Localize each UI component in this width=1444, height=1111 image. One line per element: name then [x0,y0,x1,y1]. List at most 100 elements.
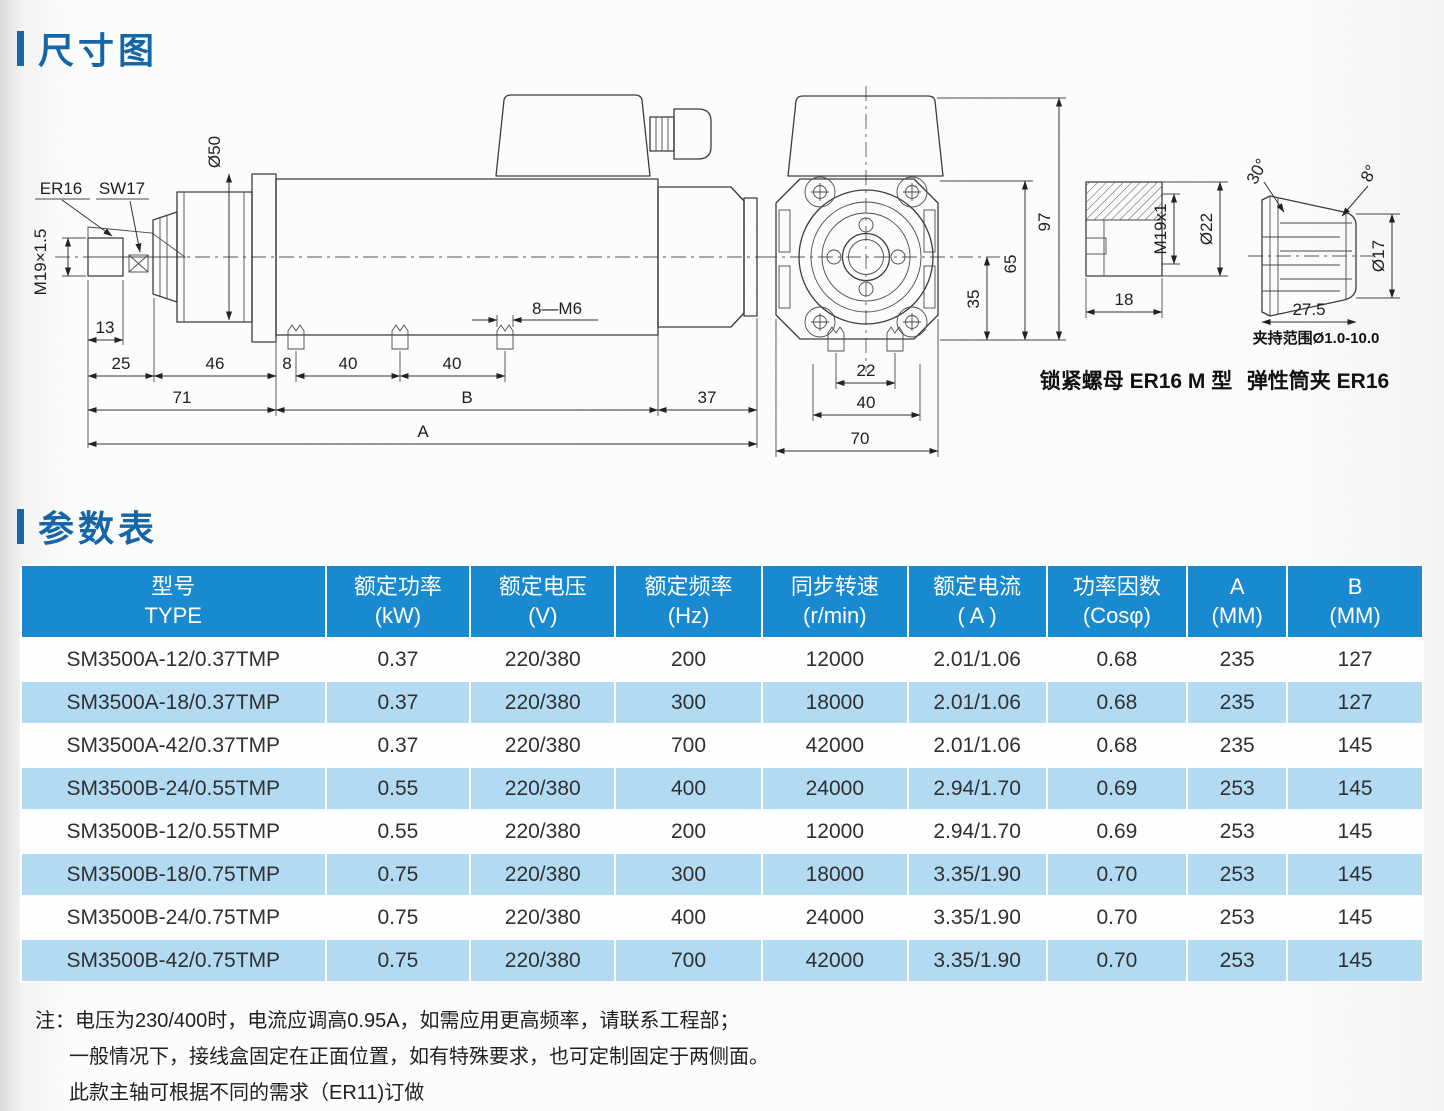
dim-8: 8 [282,354,291,373]
table-cell: 235 [1186,723,1289,769]
table-cell: 200 [614,637,763,683]
dim-22: 22 [857,361,876,380]
param-table-head-row: 型号 TYPE 额定功率 (kW) 额定电压 (V) 额定频率 (Hz) 同步转速 (r/min)… [20,563,1424,640]
table-cell: 0.75 [324,938,472,984]
section-title-dimension: 尺寸图 [0,0,1444,74]
table-cell: SM3500B-18/0.75TMP [20,852,327,898]
table-cell: 145 [1286,809,1424,855]
dim-angle-8: 8° [1357,162,1381,185]
column-header-2: 额定电压 (V) [469,563,617,640]
table-cell: 42000 [760,938,909,984]
table-cell: SM3500A-18/0.37TMP [20,680,327,726]
table-cell: 253 [1186,809,1289,855]
table-cell: 2.01/1.06 [906,680,1048,726]
table-cell: 0.55 [324,809,472,855]
table-cell: SM3500B-24/0.75TMP [20,895,327,941]
dim-35: 35 [964,290,983,309]
table-cell: 400 [614,766,763,812]
nut-drawing: M19x1 Ø22 18 锁紧螺母 ER16 M 型 [1040,181,1233,393]
parameter-table: 型号 TYPE 额定功率 (kW) 额定电压 (V) 额定频率 (Hz) 同步转速 (r/min)… [20,563,1424,984]
title-accent-bar [17,508,24,544]
collet-drawing: 30° 8° Ø17 27.5 夹持范围Ø1.0-10.0 弹性筒夹 ER16 [1243,156,1400,393]
table-cell: SM3500B-24/0.55TMP [20,766,327,812]
table-cell: 0.70 [1045,895,1189,941]
table-cell: 0.69 [1045,809,1189,855]
dim-18: 18 [1115,290,1134,309]
table-row: SM3500A-18/0.37TMP 0.37 220/380 300 18000 2.0… [20,680,1424,726]
table-cell: 0.75 [324,852,472,898]
dim-70: 70 [851,429,870,448]
table-cell: 0.75 [324,895,472,941]
table-row: SM3500B-24/0.55TMP 0.55 220/380 400 24000 2.9… [20,766,1424,812]
dim-40b: 40 [443,354,462,373]
nut-caption: 锁紧螺母 ER16 M 型 [1040,369,1233,393]
table-cell: 220/380 [469,895,617,941]
table-cell: 220/380 [469,938,617,984]
table-cell: 0.68 [1045,637,1189,683]
table-cell: 220/380 [469,723,617,769]
table-cell: 253 [1186,938,1289,984]
table-cell: 24000 [760,895,909,941]
collet-range-label: 夹持范围Ø1.0-10.0 [1253,329,1380,347]
table-cell: 145 [1286,895,1424,941]
dim-diam22: Ø22 [1197,213,1216,245]
label-diam50: Ø50 [205,136,224,168]
table-cell: 2.01/1.06 [906,637,1048,683]
table-cell: 235 [1186,637,1289,683]
section-title-parameters: 参数表 [0,478,1444,552]
table-cell: 0.70 [1045,938,1189,984]
table-cell: SM3500B-12/0.55TMP [20,809,327,855]
table-cell: 2.94/1.70 [906,809,1048,855]
table-row: SM3500B-18/0.75TMP 0.75 220/380 300 18000 3.3… [20,852,1424,898]
note-line: 一般情况下，接线盒固定在正面位置，如有特殊要求，也可定制固定于两侧面。 [69,1046,769,1069]
front-view-drawing: 22 40 70 35 65 97 [762,86,1066,457]
table-cell: 0.37 [324,680,472,726]
table-cell: 253 [1186,852,1289,898]
table-cell: SM3500A-42/0.37TMP [20,723,327,769]
dim-diam17: Ø17 [1369,240,1388,272]
dim-A: A [417,422,429,441]
dim-71: 71 [173,388,192,407]
column-header-8: B (MM) [1286,563,1424,640]
param-table-body: SM3500A-12/0.37TMP 0.37 220/380 200 12000 2.0… [20,637,1424,984]
table-cell: 0.37 [324,723,472,769]
table-cell: 2.94/1.70 [906,766,1048,812]
table-cell: 3.35/1.90 [906,938,1048,984]
dim-27-5: 27.5 [1292,300,1325,319]
table-cell: 18000 [760,680,909,726]
column-header-4: 同步转速 (r/min) [760,563,909,640]
note-line: 此款主轴可根据不同的需求（ER11)订做 [69,1082,425,1105]
column-header-6: 功率因数 (Cosφ) [1045,563,1189,640]
table-cell: 235 [1186,680,1289,726]
table-cell: 127 [1286,637,1424,683]
dim-B: B [461,388,472,407]
column-header-0: 型号 TYPE [20,563,327,640]
table-cell: 3.35/1.90 [906,895,1048,941]
table-cell: SM3500A-12/0.37TMP [20,637,327,683]
table-cell: 0.68 [1045,723,1189,769]
dim-65: 65 [1001,255,1020,274]
table-cell: 0.69 [1045,766,1189,812]
table-row: SM3500A-42/0.37TMP 0.37 220/380 700 42000 2.0… [20,723,1424,769]
dimension-drawing: ER16 SW17 M19×1.5 Ø50 8—M6 13 25 46 [31,86,1400,457]
side-view-drawing: ER16 SW17 M19×1.5 Ø50 8—M6 13 25 46 [31,94,772,448]
page-title: 尺寸图 [38,30,159,71]
dim-13: 13 [96,318,115,337]
column-header-3: 额定频率 (Hz) [614,563,763,640]
table-row: SM3500B-12/0.55TMP 0.55 220/380 200 12000 2.9… [20,809,1424,855]
page-subtitle: 参数表 [38,508,159,549]
table-cell: 253 [1186,766,1289,812]
table-cell: 0.68 [1045,680,1189,726]
table-cell: 220/380 [469,637,617,683]
footnotes: 注：电压为230/400时，电流应调高0.95A，如需应用更高频率，请联系工程部… [35,1003,1444,1111]
table-cell: SM3500B-42/0.75TMP [20,938,327,984]
table-row: SM3500A-12/0.37TMP 0.37 220/380 200 12000 2.0… [20,637,1424,683]
column-header-1: 额定功率 (kW) [324,563,472,640]
dim-angle-30: 30° [1243,156,1272,188]
dim-37: 37 [698,388,717,407]
table-cell: 0.37 [324,637,472,683]
table-cell: 42000 [760,723,909,769]
table-cell: 18000 [760,852,909,898]
table-row: SM3500B-24/0.75TMP 0.75 220/380 400 24000 3.3… [20,895,1424,941]
table-cell: 145 [1286,852,1424,898]
